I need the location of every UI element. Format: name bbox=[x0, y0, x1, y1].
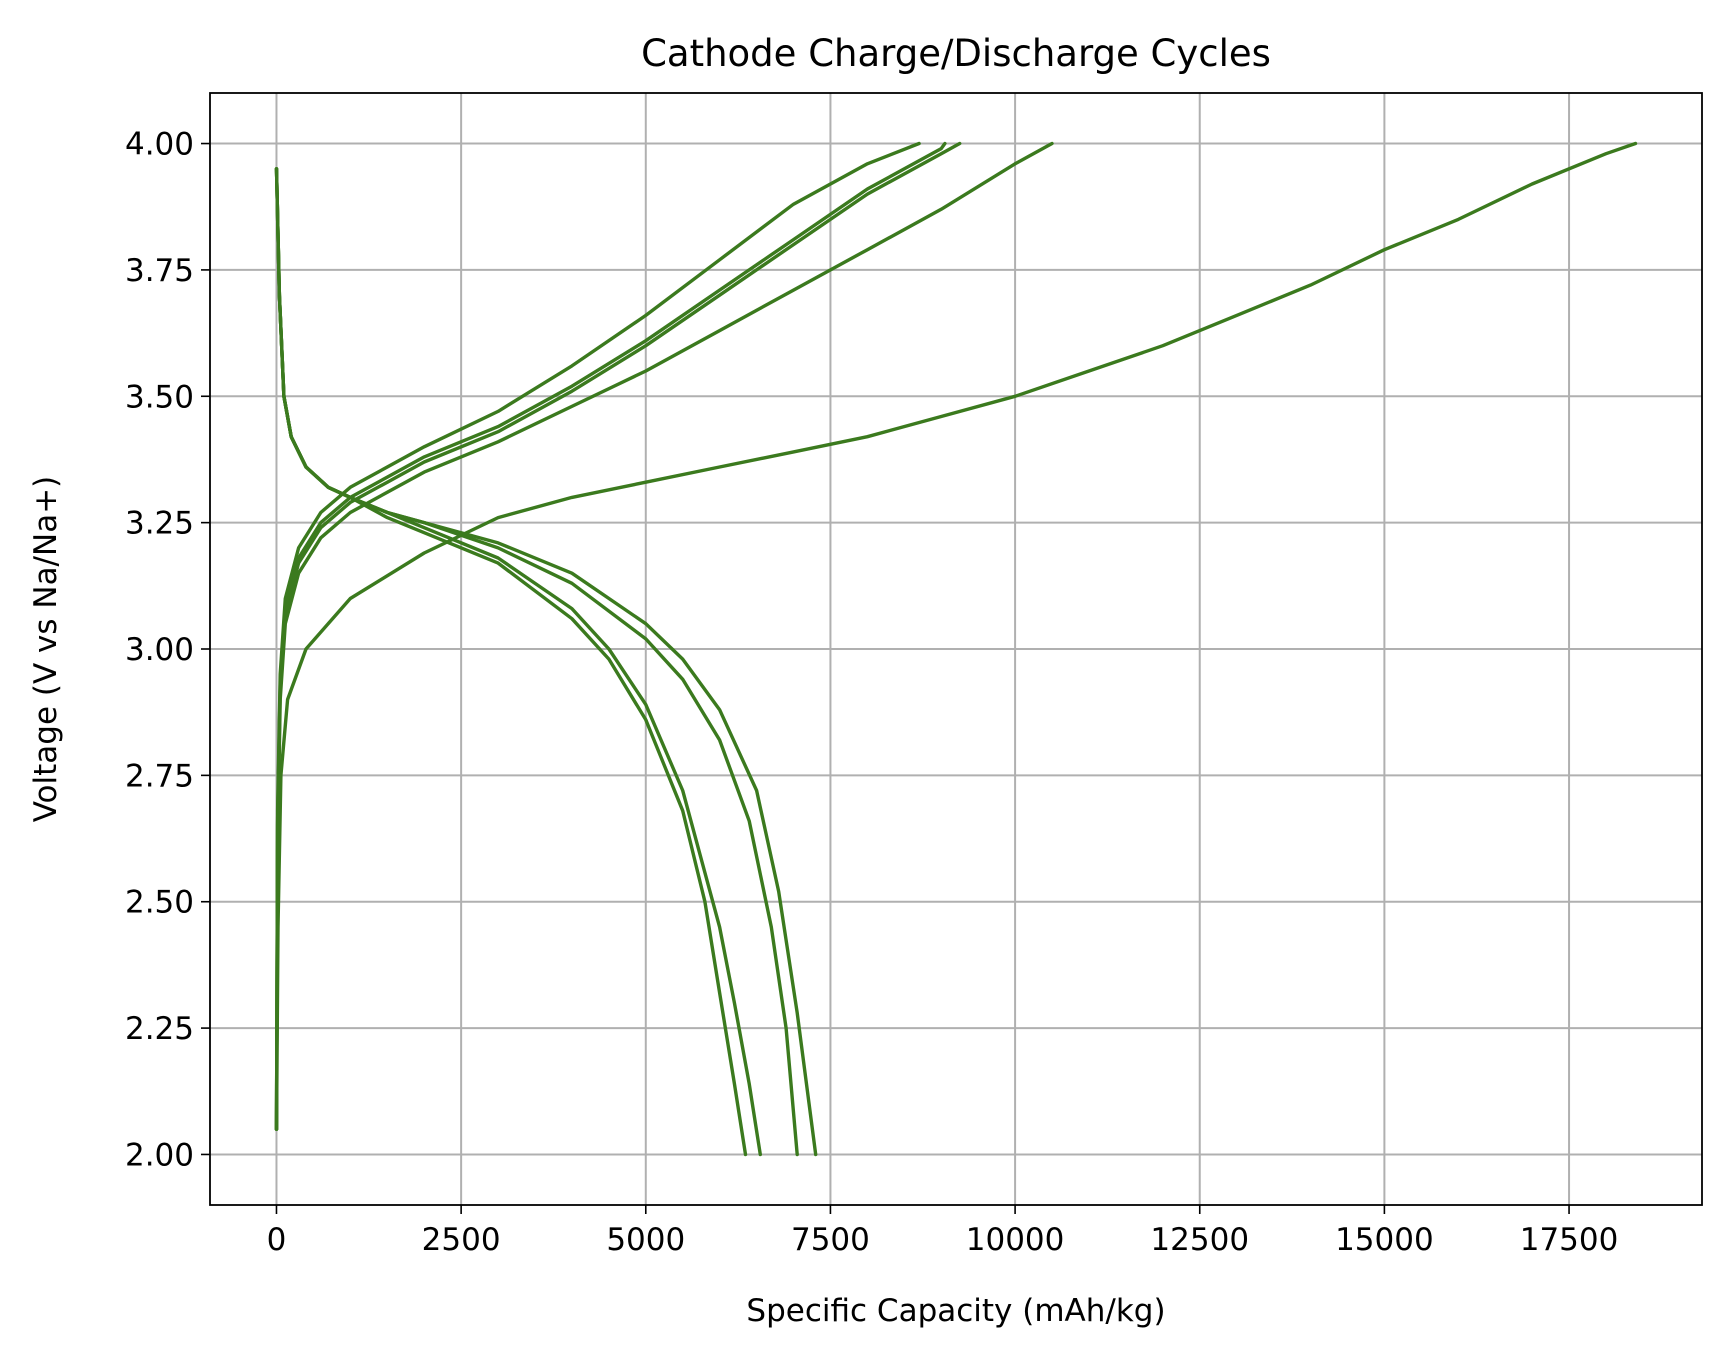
y-tick-label: 3.25 bbox=[125, 506, 194, 542]
y-tick-label: 2.50 bbox=[125, 885, 194, 921]
charge-curve-5 bbox=[274, 141, 921, 1131]
x-axis-title: Specific Capacity (mAh/kg) bbox=[746, 1293, 1165, 1329]
grid bbox=[210, 93, 1702, 1205]
y-tick-label: 2.25 bbox=[125, 1011, 194, 1047]
axis-ticks: 0 2500 5000 7500 10000 12500 15000 17500 2.00 2.2… bbox=[125, 127, 1618, 1258]
discharge-curve-9 bbox=[274, 167, 818, 1157]
y-axis-title: Voltage (V vs Na/Na+) bbox=[28, 476, 64, 823]
x-tick-label: 5000 bbox=[606, 1222, 685, 1258]
y-tick-label: 2.75 bbox=[125, 758, 194, 794]
charge-curve-1 bbox=[274, 141, 1638, 1131]
x-tick-label: 2500 bbox=[422, 1222, 501, 1258]
chart-title: Cathode Charge/Discharge Cycles bbox=[641, 32, 1271, 75]
x-tick-label: 12500 bbox=[1150, 1222, 1249, 1258]
x-tick-label: 15000 bbox=[1335, 1222, 1434, 1258]
y-tick-label: 3.00 bbox=[125, 632, 194, 668]
series-group bbox=[274, 141, 1638, 1157]
x-tick-label: 10000 bbox=[966, 1222, 1065, 1258]
x-tick-label: 17500 bbox=[1520, 1222, 1619, 1258]
y-tick-label: 3.50 bbox=[125, 379, 194, 415]
y-tick-label: 4.00 bbox=[125, 127, 194, 163]
y-tick-label: 2.00 bbox=[125, 1137, 194, 1173]
x-tick-label: 7500 bbox=[791, 1222, 870, 1258]
x-tick-label: 0 bbox=[267, 1222, 287, 1258]
y-tick-label: 3.75 bbox=[125, 253, 194, 289]
